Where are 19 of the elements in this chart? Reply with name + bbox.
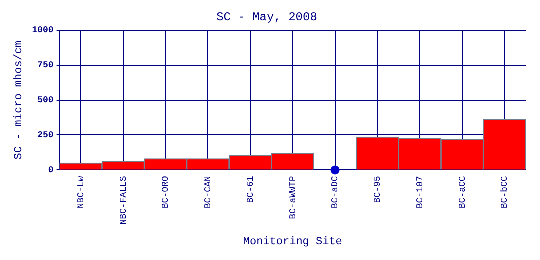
y-tick-label: 0 [48,165,54,176]
x-tick-label: BC-107 [415,176,426,209]
x-tick-label: BC-bCC [500,176,510,209]
y-tick-label: 750 [38,60,54,71]
x-tick-label: BC-CAN [204,176,214,209]
x-tick-label: BC-95 [373,176,384,204]
y-tick-label: 1000 [32,26,54,36]
x-tick-label: NBC-Lw [76,176,86,209]
y-tick-label: 500 [38,96,54,106]
chart-title: SC - May, 2008 [216,10,318,24]
y-tick-label: 250 [38,130,54,141]
x-tick-label: NBC-FALLS [118,176,129,225]
x-tick-label: BC-aDC [330,176,341,209]
x-axis-title: Monitoring Site [243,236,342,248]
x-tick-label: BC-aCC [458,176,468,209]
x-tick-label: BC-ORO [161,176,172,209]
x-tick-label: BC-aWWTP [288,176,298,220]
x-tick-label: BC-61 [246,176,256,204]
y-axis-title: SC - micro mhos/cm [14,40,26,160]
